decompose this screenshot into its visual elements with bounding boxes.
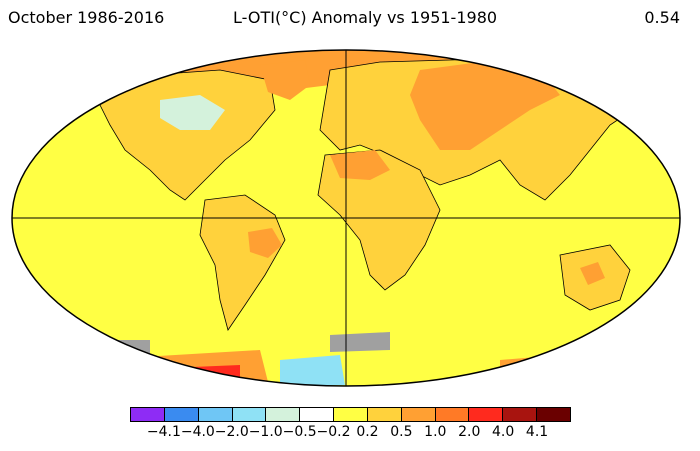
antarctica-warm-region-west (90, 350, 270, 386)
australia-warm-region (580, 262, 605, 285)
antarctica-cool-region (280, 355, 345, 385)
legend-swatch (503, 408, 538, 421)
legend-swatch (435, 408, 470, 421)
africa-land (317, 149, 441, 291)
global-mean-value: 0.54 (644, 8, 680, 27)
map-title-metric: L-OTI(°C) Anomaly vs 1951-1980 (233, 8, 498, 27)
legend-tick-label: −2.0 (214, 424, 249, 440)
legend-tick-label: 2.0 (458, 424, 481, 440)
legend-swatch (334, 408, 368, 421)
legend-swatch (266, 408, 301, 421)
legend-swatch (300, 408, 335, 421)
legend-tick-label: −0.5 (282, 424, 317, 440)
arctic-hot-region-east (540, 58, 590, 76)
legend-tick-label: 4.0 (492, 424, 515, 440)
legend-swatch (131, 408, 165, 421)
arctic-hot-region-west (135, 50, 190, 66)
globe-outline (11, 49, 681, 387)
antarctica-hot-region-west (120, 365, 240, 386)
south-america-land (199, 194, 286, 331)
legend-tick-labels: −4.1 −4.0 −2.0 −1.0 −0.5 −0.2 0.2 0.5 1.0 2.0 4.0 4… (0, 424, 700, 444)
amazon-warm-region (248, 228, 282, 258)
legend-tick-label: −1.0 (248, 424, 283, 440)
legend-swatch (198, 408, 233, 421)
siberia-warm-region (410, 62, 560, 150)
legend-swatch (401, 408, 436, 421)
map-title-period: October 1986-2016 (8, 8, 165, 27)
legend-swatch (164, 408, 199, 421)
north-america-land (94, 69, 276, 201)
antarctica-hot-region-east (520, 362, 600, 386)
legend-tick-label: 1.0 (424, 424, 447, 440)
legend-tick-label: 0.2 (356, 424, 379, 440)
legend-swatch (232, 408, 267, 421)
legend-tick-label: −0.2 (316, 424, 351, 440)
canada-cool-region (160, 95, 225, 130)
color-legend (130, 407, 571, 422)
legend-tick-label: 0.5 (390, 424, 413, 440)
legend-swatch (537, 408, 570, 421)
no-data-region-center (330, 332, 390, 352)
legend-tick-label: −4.0 (180, 424, 215, 440)
legend-tick-label: 4.1 (525, 424, 549, 440)
sahara-warm-region (330, 150, 390, 180)
greenland-warm-region (260, 60, 310, 100)
legend-swatch (367, 408, 402, 421)
legend-swatch (469, 408, 504, 421)
legend-tick-label: −4.1 (146, 424, 181, 440)
